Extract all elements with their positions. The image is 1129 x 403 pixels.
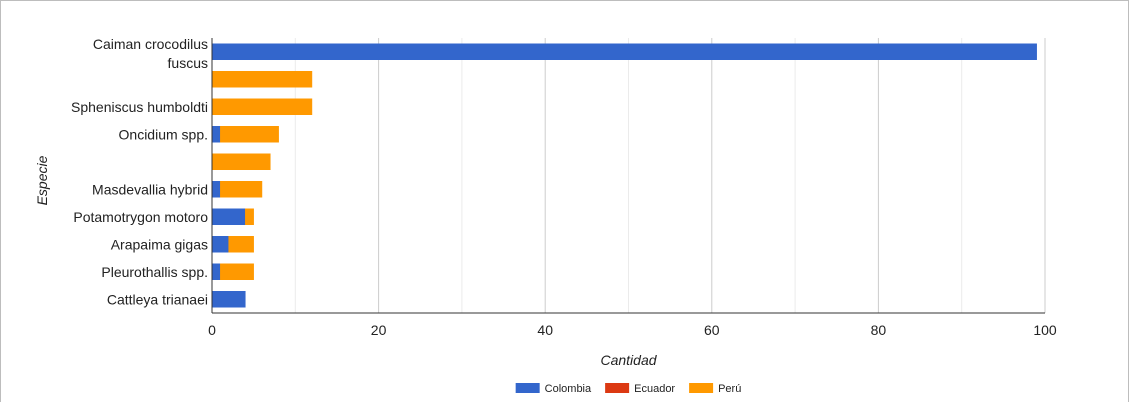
bar-segment-perú[interactable] (211, 71, 313, 88)
bar-segment-colombia[interactable] (211, 181, 221, 198)
bar-segment-perú[interactable] (228, 236, 254, 253)
bar-segment-perú[interactable] (220, 181, 263, 198)
bar-segment-colombia[interactable] (211, 291, 246, 308)
category-label-line: Arapaima gigas (111, 236, 208, 252)
category-label: Spheniscus humboldti (71, 99, 208, 115)
legend-swatch (605, 383, 630, 393)
bar-segment-perú[interactable] (245, 208, 254, 225)
bar-segment-colombia[interactable] (211, 236, 229, 253)
legend-swatch (515, 383, 540, 393)
axes (211, 38, 1045, 314)
x-tick-label: 80 (871, 322, 887, 338)
bars (211, 43, 1037, 308)
category-label-line: Caiman crocodilus (93, 36, 208, 52)
legend-label: Colombia (545, 383, 592, 395)
legend-label: Perú (718, 383, 741, 395)
x-tick-label: 20 (371, 322, 387, 338)
bar-segment-colombia[interactable] (211, 208, 246, 225)
category-label-line: Oncidium spp. (119, 126, 208, 142)
bar-segment-colombia[interactable] (211, 263, 221, 280)
category-label-line: Masdevallia hybrid (92, 181, 208, 197)
x-tick-label: 0 (208, 322, 216, 338)
bar-segment-colombia[interactable] (211, 43, 1037, 60)
category-label: Potamotrygon motoro (73, 209, 208, 225)
bar-segment-perú[interactable] (220, 126, 279, 143)
legend-item-ecuador[interactable]: Ecuador (605, 383, 675, 395)
bar-segment-perú[interactable] (220, 263, 254, 280)
legend-label: Ecuador (634, 383, 675, 395)
category-label: Masdevallia hybrid (92, 181, 208, 197)
category-labels: Caiman crocodilus fuscus Spheniscus humbol… (71, 36, 208, 308)
category-label: Oncidium spp. (119, 126, 208, 142)
x-tick-labels: 0 20 40 60 80 100 (208, 322, 1057, 338)
bar-segment-perú[interactable] (211, 98, 313, 115)
category-label-line: fuscus (168, 55, 208, 71)
category-label: Cattleya trianaei (107, 291, 208, 307)
category-label: Arapaima gigas (111, 236, 208, 252)
category-label-line: Pleurothallis spp. (101, 264, 208, 280)
y-axis-title: Especie (34, 155, 50, 205)
x-axis-title: Cantidad (600, 352, 657, 368)
category-label: Caiman crocodilus fuscus (93, 36, 208, 71)
category-label: Pleurothallis spp. (101, 264, 208, 280)
bar-segment-colombia[interactable] (211, 126, 221, 143)
bar-segment-perú[interactable] (211, 153, 271, 170)
category-label-line: Cattleya trianaei (107, 291, 208, 307)
legend-swatch (689, 383, 714, 393)
legend-item-colombia[interactable]: Colombia (515, 383, 592, 395)
gridlines (294, 38, 1046, 313)
category-label-line: Potamotrygon motoro (73, 209, 208, 225)
legend: Colombia Ecuador Perú (515, 383, 741, 395)
x-tick-label: 100 (1033, 322, 1057, 338)
legend-item-perú[interactable]: Perú (689, 383, 741, 395)
x-tick-label: 60 (704, 322, 720, 338)
category-label-line: Spheniscus humboldti (71, 99, 208, 115)
x-tick-label: 40 (537, 322, 553, 338)
